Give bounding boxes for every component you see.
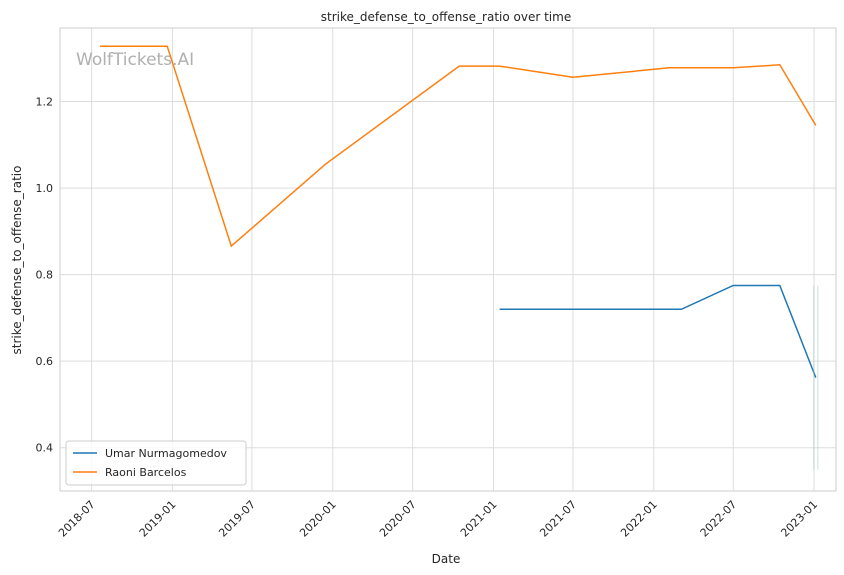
data-point xyxy=(324,163,326,165)
data-point xyxy=(668,67,670,69)
data-point xyxy=(458,65,460,67)
y-tick-label: 0.8 xyxy=(36,269,54,282)
data-point xyxy=(99,45,101,47)
legend-frame xyxy=(65,440,247,486)
y-axis-ticks: 0.4 0.6 0.8 1.0 1.2 xyxy=(36,96,54,455)
data-point xyxy=(732,284,734,286)
data-point xyxy=(732,67,734,69)
plot-area xyxy=(59,27,837,492)
data-point xyxy=(815,124,817,126)
series-line-0 xyxy=(499,284,817,378)
data-point xyxy=(572,76,574,78)
y-tick-label: 0.4 xyxy=(36,442,54,455)
data-point xyxy=(498,65,500,67)
chart-title: strike_defense_to_offense_ratio over tim… xyxy=(321,10,571,24)
data-point xyxy=(166,45,168,47)
x-axis-label: Date xyxy=(432,552,461,566)
legend-label: Umar Nurmagomedov xyxy=(105,447,227,460)
data-point xyxy=(498,308,500,310)
y-tick-label: 1.0 xyxy=(36,182,54,195)
watermark-text: WolfTickets.AI xyxy=(76,50,194,70)
series-line-1 xyxy=(100,45,817,248)
data-point xyxy=(815,376,817,378)
uncertainty-layer xyxy=(813,285,819,470)
data-point xyxy=(680,308,682,310)
y-axis-label: strike_defense_to_offense_ratio xyxy=(10,166,24,355)
legend: Umar Nurmagomedov Raoni Barcelos xyxy=(65,440,247,486)
series-layer xyxy=(99,45,817,378)
data-point xyxy=(779,284,781,286)
y-tick-label: 0.6 xyxy=(36,355,54,368)
data-point xyxy=(779,64,781,66)
data-point xyxy=(230,245,232,247)
y-tick-label: 1.2 xyxy=(36,96,54,109)
legend-label: Raoni Barcelos xyxy=(105,466,187,479)
